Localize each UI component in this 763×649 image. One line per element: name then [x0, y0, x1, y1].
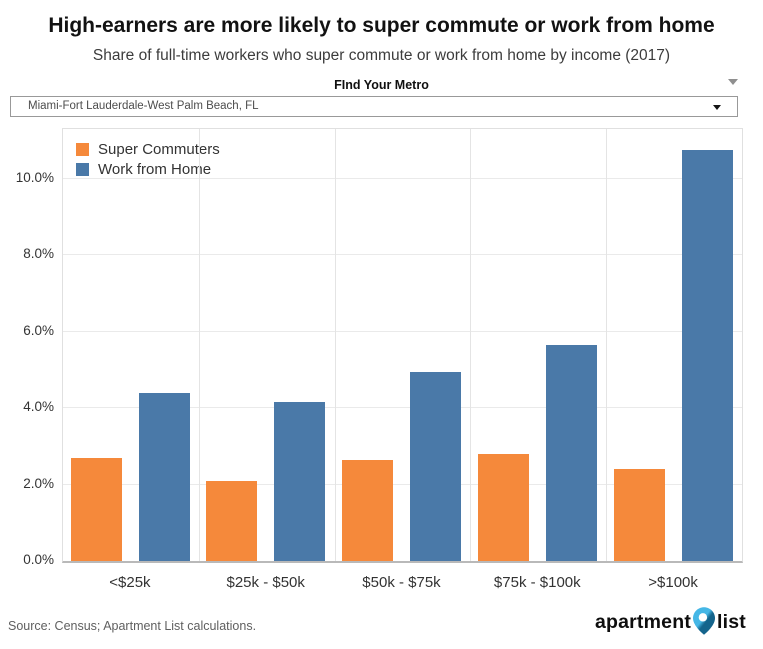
x-axis-label: >$100k [648, 574, 698, 591]
column-divider [606, 129, 608, 561]
gridline [63, 407, 742, 409]
filter-menu-caret-icon[interactable] [728, 79, 738, 85]
gridline [63, 483, 742, 485]
gridline [63, 177, 742, 179]
source-note: Source: Census; Apartment List calculati… [8, 619, 257, 633]
column-divider [334, 129, 336, 561]
y-axis-tick-label: 8.0% [23, 246, 54, 262]
bar-super-commuters[interactable] [206, 480, 258, 561]
legend-swatch-icon [76, 162, 89, 176]
gridline [63, 330, 742, 332]
x-axis-label: <$25k [109, 574, 151, 591]
bar-work-from-home[interactable] [138, 392, 190, 561]
y-axis-tick-label: 0.0% [23, 552, 54, 567]
legend-label: Super Commuters [98, 140, 220, 158]
apartmentlist-logo: apartment list [595, 607, 746, 637]
x-axis-label: $75k - $100k [493, 574, 581, 591]
bar-super-commuters[interactable] [477, 453, 529, 561]
legend: Super Commuters Work from Home [76, 139, 220, 179]
chart-subtitle: Share of full-time workers who super com… [92, 47, 671, 64]
x-axis-label: $25k - $50k [226, 574, 305, 591]
location-pin-icon [693, 607, 716, 635]
logo-text-list: list [717, 610, 746, 633]
chart-title: High-earners are more likely to super co… [48, 14, 715, 37]
gridline [63, 254, 742, 256]
select-dropdown-caret-icon [713, 105, 721, 110]
bar-work-from-home[interactable] [545, 345, 597, 561]
column-divider [470, 129, 472, 561]
column-divider [198, 129, 200, 561]
metro-select-value: Miami-Fort Lauderdale-West Palm Beach, F… [28, 100, 259, 112]
legend-label: Work from Home [98, 160, 212, 178]
bar-work-from-home[interactable] [681, 150, 733, 561]
y-axis: 0.0% 2.0% 4.0% 6.0% 8.0% 10.0% [0, 128, 54, 567]
y-axis-tick-label: 10.0% [15, 169, 54, 185]
bar-work-from-home[interactable] [274, 402, 326, 561]
x-axis: <$25k $25k - $50k $50k - $75k $75k - $100k >… [62, 573, 741, 592]
x-axis-label: $50k - $75k [362, 574, 441, 591]
plot-area: Super Commuters Work from Home [62, 128, 743, 563]
bar-super-commuters[interactable] [342, 459, 394, 561]
logo-text-apartment: apartment [594, 610, 692, 633]
bar-super-commuters[interactable] [70, 457, 122, 561]
bar-super-commuters[interactable] [613, 469, 665, 561]
legend-item[interactable]: Work from Home [76, 159, 220, 179]
metro-select[interactable]: Miami-Fort Lauderdale-West Palm Beach, F… [10, 96, 738, 117]
legend-item[interactable]: Super Commuters [76, 139, 220, 159]
y-axis-tick-label: 2.0% [23, 475, 54, 491]
metro-filter-label: FInd Your Metro [334, 78, 429, 92]
y-axis-tick-label: 4.0% [23, 399, 54, 415]
legend-swatch-icon [76, 142, 89, 156]
bar-work-from-home[interactable] [410, 371, 462, 561]
y-axis-tick-label: 6.0% [23, 322, 54, 338]
